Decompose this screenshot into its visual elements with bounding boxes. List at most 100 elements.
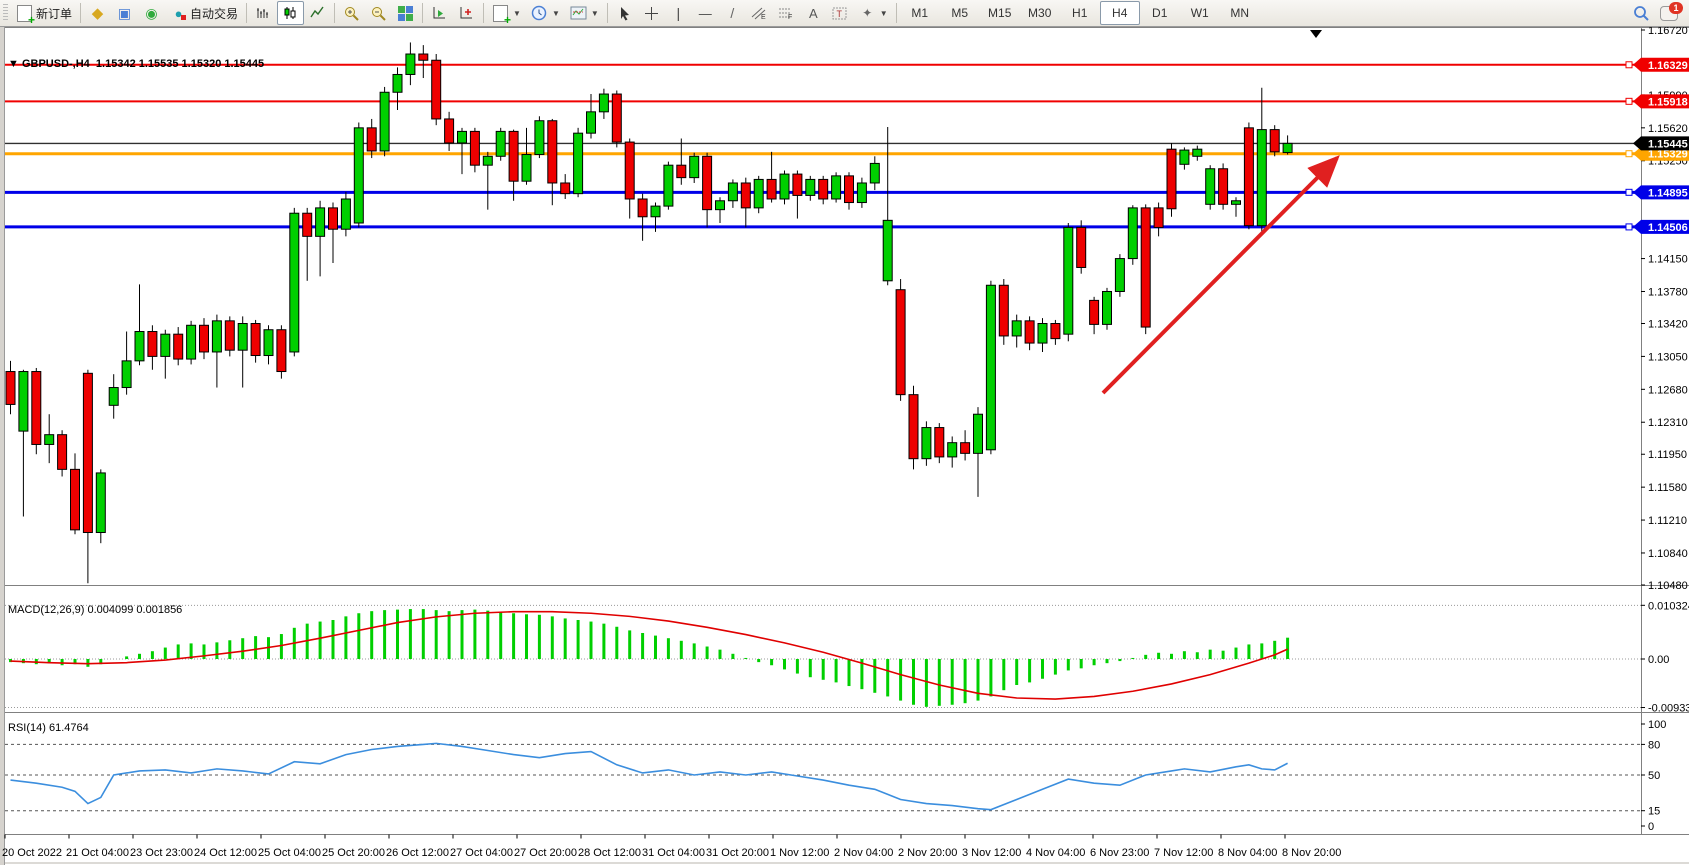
line-endpoint-marker[interactable] bbox=[1625, 97, 1633, 105]
timeframe-m15[interactable]: M15 bbox=[988, 6, 1012, 20]
new-chart-dropdown[interactable]: + ▼ bbox=[487, 1, 526, 26]
candle bbox=[134, 331, 145, 362]
autotrading-icon: ● bbox=[170, 5, 187, 22]
crosshair-tool[interactable] bbox=[638, 1, 665, 25]
timeframe-mn[interactable]: MN bbox=[1230, 6, 1250, 20]
candle bbox=[289, 212, 300, 353]
chart-shift-icon bbox=[458, 5, 475, 22]
cursor-tool[interactable] bbox=[611, 1, 638, 25]
macd-signal-line bbox=[10, 610, 1288, 700]
search-button[interactable] bbox=[1628, 1, 1655, 25]
timeframe-m5[interactable]: M5 bbox=[951, 6, 969, 20]
timeframe-d1[interactable]: D1 bbox=[1152, 6, 1168, 20]
trendline-tool[interactable]: / bbox=[719, 1, 746, 25]
candle bbox=[1024, 320, 1035, 344]
time-tick-label: 25 Oct 20:00 bbox=[322, 847, 385, 859]
profiles-button[interactable]: ◆ bbox=[84, 1, 111, 25]
candle bbox=[405, 53, 416, 75]
channel-tool[interactable]: E bbox=[746, 1, 773, 25]
new-order-button[interactable]: + 新订单 bbox=[11, 1, 77, 26]
chart-shift-button[interactable] bbox=[453, 1, 480, 25]
line-endpoint-marker[interactable] bbox=[1625, 188, 1633, 196]
chart-window: 1.167201.159901.156201.152501.141501.137… bbox=[0, 27, 1689, 865]
signals-button[interactable]: ◉ bbox=[138, 1, 165, 25]
price-tick-label: 1.14150 bbox=[1648, 254, 1688, 266]
time-tick-label: 23 Oct 23:00 bbox=[130, 847, 193, 859]
candle bbox=[444, 118, 455, 144]
timeframe-w1[interactable]: W1 bbox=[1190, 6, 1209, 20]
zoom-out-button[interactable] bbox=[365, 1, 392, 25]
price-badge: 1.14506 bbox=[1633, 219, 1689, 234]
svg-text:1.15445: 1.15445 bbox=[1648, 138, 1688, 150]
line-endpoint-marker[interactable] bbox=[1625, 61, 1633, 69]
chat-bubble-icon: 1 bbox=[1660, 1, 1683, 21]
timeframe-m30[interactable]: M30 bbox=[1028, 6, 1052, 20]
price-tick-label: 1.16720 bbox=[1648, 27, 1688, 37]
candle bbox=[934, 427, 945, 458]
arrows-tool-dropdown[interactable]: ✦ ▼ bbox=[854, 1, 893, 25]
tile-windows-button[interactable] bbox=[392, 1, 419, 25]
candle bbox=[366, 127, 377, 152]
time-tick-label: 2 Nov 20:00 bbox=[898, 847, 957, 859]
price-badge: 1.16329 bbox=[1633, 57, 1689, 72]
timeframe-h4[interactable]: H4 bbox=[1099, 1, 1140, 25]
zoom-in-button[interactable] bbox=[338, 1, 365, 25]
toolbar-grip[interactable] bbox=[3, 4, 8, 22]
line-endpoint-marker[interactable] bbox=[1625, 150, 1633, 158]
candle bbox=[211, 320, 222, 353]
fibonacci-tool[interactable]: F bbox=[773, 1, 800, 25]
candle bbox=[1037, 323, 1048, 344]
line-endpoint-marker[interactable] bbox=[1625, 223, 1633, 231]
time-tick-label: 7 Nov 12:00 bbox=[1154, 847, 1213, 859]
candle bbox=[895, 289, 906, 396]
timeframe-m1[interactable]: M1 bbox=[911, 6, 929, 20]
bar-chart-button[interactable] bbox=[250, 1, 277, 25]
collapse-arrow-icon[interactable]: ▼ bbox=[8, 58, 19, 70]
svg-text:1.15918: 1.15918 bbox=[1648, 96, 1688, 108]
rsi-axis-label: 15 bbox=[1648, 806, 1660, 818]
templates-dropdown[interactable]: ▼ bbox=[565, 1, 604, 25]
market-watch-button[interactable]: ▣ bbox=[111, 1, 138, 25]
zoom-out-icon bbox=[370, 5, 387, 22]
horizontal-line-icon: — bbox=[698, 5, 712, 21]
new-chart-icon: + bbox=[492, 4, 511, 26]
text-label-tool[interactable]: T bbox=[827, 1, 854, 25]
candle bbox=[108, 387, 119, 406]
horizontal-line-tool[interactable]: — bbox=[692, 1, 719, 25]
chart-shift-marker[interactable] bbox=[1310, 30, 1322, 38]
time-tick-label: 21 Oct 04:00 bbox=[66, 847, 129, 859]
chart-autoscroll-button[interactable] bbox=[426, 1, 453, 25]
price-tick-label: 1.11580 bbox=[1648, 482, 1687, 494]
candle bbox=[121, 360, 132, 389]
candle bbox=[947, 442, 958, 458]
price-tick-label: 1.15620 bbox=[1648, 123, 1688, 135]
line-chart-button[interactable] bbox=[304, 1, 331, 25]
notifications-button[interactable]: 1 bbox=[1655, 1, 1683, 25]
template-icon bbox=[570, 5, 587, 22]
trend-arrow-annotation[interactable] bbox=[1101, 155, 1340, 395]
periods-dropdown[interactable]: ▼ bbox=[526, 1, 565, 25]
vertical-line-icon: | bbox=[676, 5, 681, 21]
autoscroll-icon bbox=[431, 5, 448, 22]
svg-text:1.15329: 1.15329 bbox=[1648, 149, 1688, 161]
candlestick-chart-icon bbox=[282, 5, 299, 22]
horizontal-lines[interactable] bbox=[5, 61, 1641, 231]
time-tick-label: 6 Nov 23:00 bbox=[1090, 847, 1149, 859]
vertical-line-tool[interactable]: | bbox=[665, 1, 692, 25]
chart-canvas[interactable]: 1.167201.159901.156201.152501.141501.137… bbox=[0, 27, 1689, 865]
candle bbox=[379, 91, 390, 152]
channel-icon: E bbox=[751, 5, 768, 22]
candle bbox=[224, 320, 235, 351]
radar-icon: ◉ bbox=[145, 4, 158, 21]
text-tool[interactable]: A bbox=[800, 1, 827, 25]
candle bbox=[328, 207, 338, 230]
autotrading-button[interactable]: ● 自动交易 bbox=[165, 1, 243, 25]
rsi-value: 61.4764 bbox=[48, 722, 89, 734]
candle bbox=[418, 53, 429, 61]
macd-values: 0.004099 0.001856 bbox=[87, 604, 183, 616]
timeframe-h1[interactable]: H1 bbox=[1072, 6, 1088, 20]
candlestick-chart-button[interactable] bbox=[277, 1, 305, 25]
candle bbox=[985, 284, 996, 451]
rsi-axis-label: 100 bbox=[1648, 719, 1666, 731]
candle bbox=[57, 434, 68, 470]
